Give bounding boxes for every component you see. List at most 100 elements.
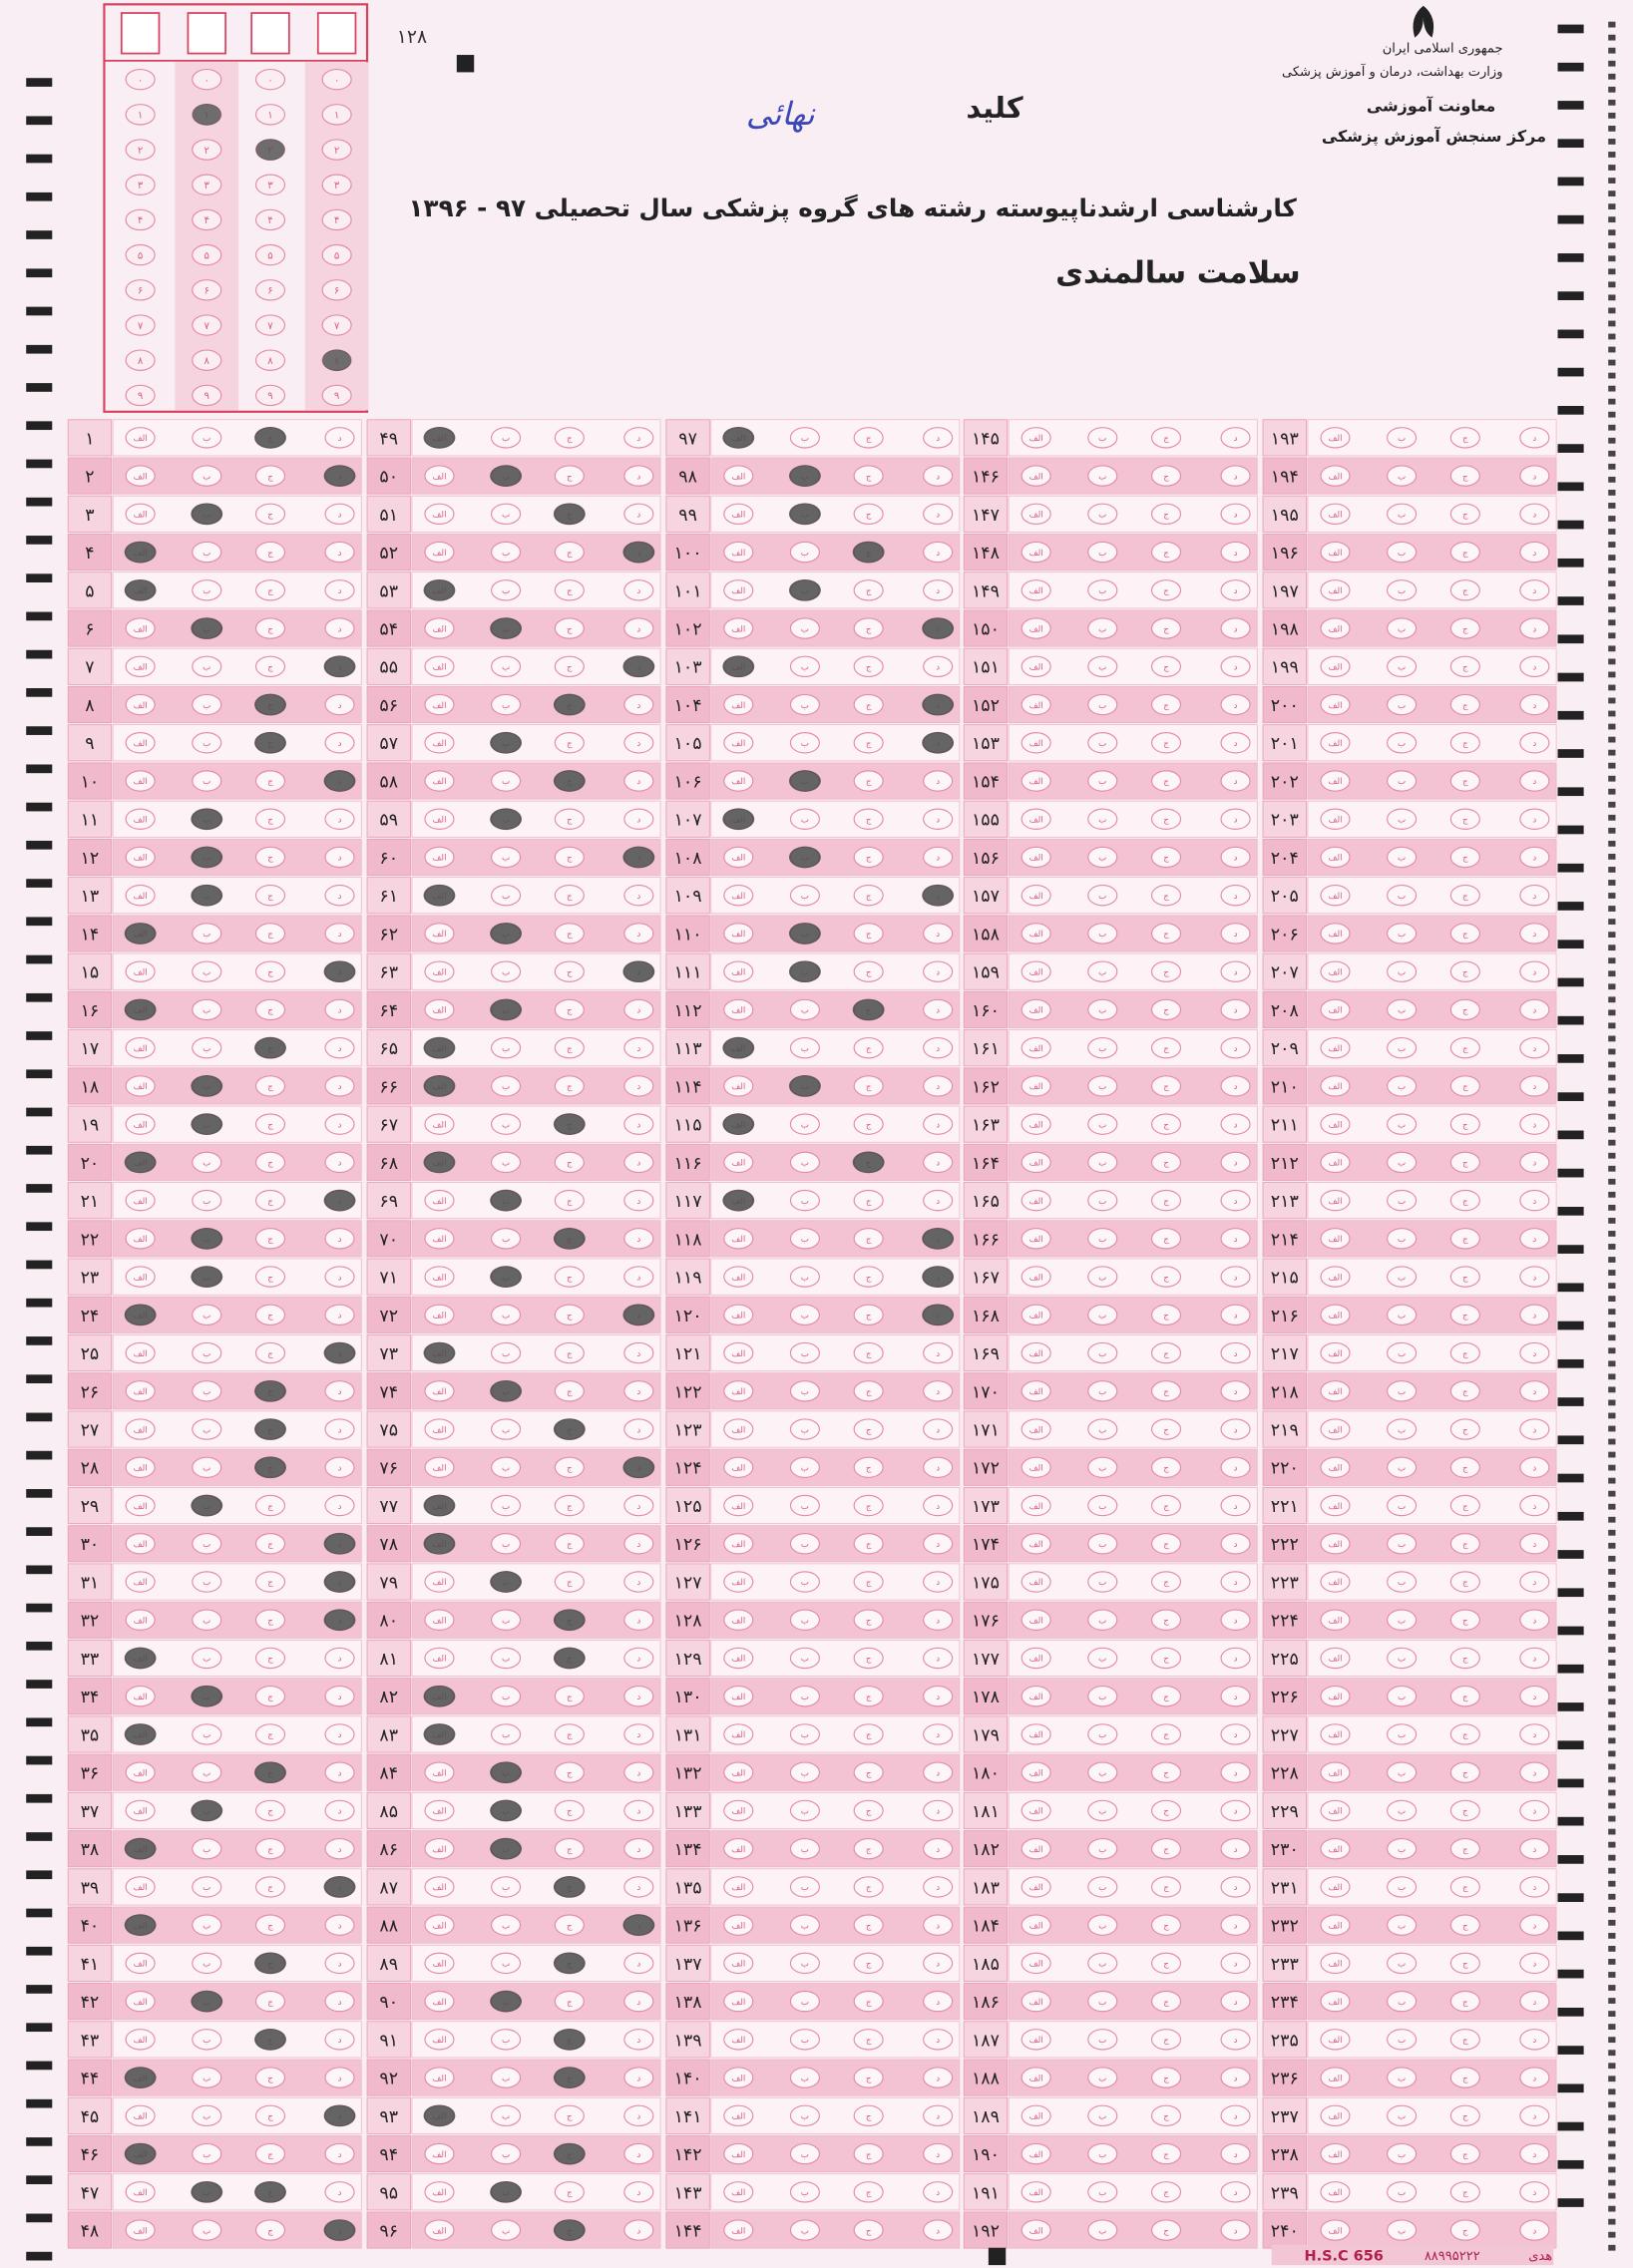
filled-answer bbox=[191, 1113, 223, 1136]
option-bubble bbox=[324, 2181, 355, 2203]
option-label: الف bbox=[731, 2188, 745, 2198]
option-bubble bbox=[125, 427, 156, 449]
number-cell bbox=[665, 1410, 710, 1448]
option-label: الف bbox=[1328, 1540, 1342, 1550]
option-bubble bbox=[789, 427, 820, 449]
option-label: الف bbox=[731, 1998, 745, 2008]
option-bubble bbox=[789, 655, 820, 678]
option-label: الف bbox=[1029, 2150, 1043, 2160]
option-bubble bbox=[554, 1533, 585, 1555]
option-bubble bbox=[723, 2104, 754, 2127]
perforation bbox=[1608, 2166, 1616, 2173]
option-bubble bbox=[491, 1723, 522, 1745]
option-label: الف bbox=[731, 1655, 745, 1665]
option-label: د bbox=[1532, 1655, 1536, 1665]
number-cell bbox=[963, 419, 1009, 457]
option-bubble bbox=[192, 1036, 222, 1059]
option-label: الف bbox=[1328, 1578, 1342, 1588]
option-label: د bbox=[1532, 1044, 1536, 1054]
option-bubble bbox=[1021, 960, 1051, 982]
perforation bbox=[1608, 450, 1616, 457]
perforation bbox=[1608, 919, 1616, 925]
option-label: ج bbox=[1462, 624, 1468, 634]
option-bubble bbox=[192, 1723, 222, 1745]
filled-answer bbox=[254, 2028, 286, 2051]
option-label: الف bbox=[1029, 1044, 1043, 1054]
option-bubble bbox=[623, 1418, 654, 1440]
option-label: ب bbox=[1398, 2112, 1406, 2122]
option-label: الف bbox=[134, 1960, 148, 1970]
option-label: ب bbox=[1398, 472, 1406, 482]
filled-answer bbox=[423, 578, 456, 601]
question-number: ۲۱۳ bbox=[1271, 1192, 1299, 1212]
number-cell bbox=[67, 1410, 113, 1448]
option-label: الف bbox=[1328, 1845, 1342, 1855]
option-label: الف bbox=[731, 1312, 745, 1322]
option-label: ب bbox=[1098, 1998, 1106, 2008]
option-bubble bbox=[1087, 846, 1118, 869]
timing-mark bbox=[26, 1184, 53, 1193]
option-label: د bbox=[1234, 1464, 1238, 1474]
option-bubble bbox=[1220, 1723, 1251, 1745]
option-label: ج bbox=[267, 815, 273, 825]
option-bubble bbox=[1021, 1723, 1051, 1745]
timing-mark bbox=[26, 649, 53, 659]
option-bubble bbox=[1087, 770, 1118, 792]
question-number: ۹۰ bbox=[379, 1993, 398, 2013]
question-number: ۱۹ bbox=[81, 1116, 100, 1136]
id-bubble bbox=[192, 68, 222, 91]
perforation bbox=[1608, 710, 1616, 717]
timing-mark bbox=[26, 2098, 53, 2108]
option-bubble bbox=[491, 1151, 522, 1174]
option-label: الف bbox=[432, 930, 446, 940]
question-number: ۱۵۴ bbox=[972, 772, 1000, 792]
filled-answer bbox=[191, 1075, 223, 1097]
option-label: د bbox=[1234, 1312, 1238, 1322]
row-stripe bbox=[112, 1715, 362, 1753]
option-label: الف bbox=[731, 777, 745, 787]
id-bubble-digit: ۸ bbox=[138, 356, 144, 367]
option-label: ج bbox=[866, 1883, 872, 1893]
question-number: ۲۱۸ bbox=[1271, 1382, 1299, 1402]
question-number: ۱۰۷ bbox=[674, 811, 702, 831]
option-label: د bbox=[1532, 1006, 1536, 1016]
option-label: الف bbox=[731, 1006, 745, 1016]
option-label: الف bbox=[1328, 1616, 1342, 1626]
option-bubble bbox=[125, 808, 156, 830]
option-bubble bbox=[789, 885, 820, 907]
filled-answer bbox=[788, 465, 821, 487]
option-label: د bbox=[1532, 854, 1536, 864]
option-bubble bbox=[789, 1266, 820, 1288]
option-label: ب bbox=[203, 1845, 210, 1855]
option-bubble bbox=[723, 2067, 754, 2088]
option-bubble bbox=[1087, 1990, 1118, 2013]
number-cell bbox=[366, 2135, 411, 2173]
question-number: ۱۷۵ bbox=[972, 1573, 1000, 1593]
filled-answer bbox=[622, 1456, 655, 1479]
option-label: ب bbox=[1098, 1921, 1106, 1931]
option-label: د bbox=[1234, 1082, 1238, 1092]
question-number: ۲۴۰ bbox=[1271, 2222, 1299, 2242]
perforation bbox=[1608, 1932, 1616, 1939]
number-cell bbox=[665, 990, 710, 1028]
option-bubble bbox=[853, 503, 884, 526]
option-bubble bbox=[1150, 655, 1182, 678]
number-cell bbox=[665, 1753, 710, 1791]
option-bubble bbox=[125, 1533, 156, 1555]
option-label: د bbox=[1532, 624, 1536, 634]
option-label: د bbox=[636, 930, 640, 940]
option-bubble bbox=[789, 1456, 820, 1479]
number-cell bbox=[67, 1525, 113, 1563]
option-bubble bbox=[554, 1723, 585, 1745]
option-label: ج bbox=[866, 1044, 872, 1054]
option-label: الف bbox=[731, 1693, 745, 1702]
option-bubble bbox=[324, 1837, 355, 1860]
id-bubble bbox=[192, 349, 222, 371]
option-label: د bbox=[1532, 1235, 1536, 1245]
number-cell bbox=[963, 1983, 1009, 2021]
filled-answer bbox=[423, 1685, 456, 1707]
option-label: د bbox=[636, 1540, 640, 1550]
option-bubble bbox=[853, 1494, 884, 1517]
option-bubble bbox=[125, 1036, 156, 1059]
filled-answer bbox=[490, 1990, 523, 2013]
